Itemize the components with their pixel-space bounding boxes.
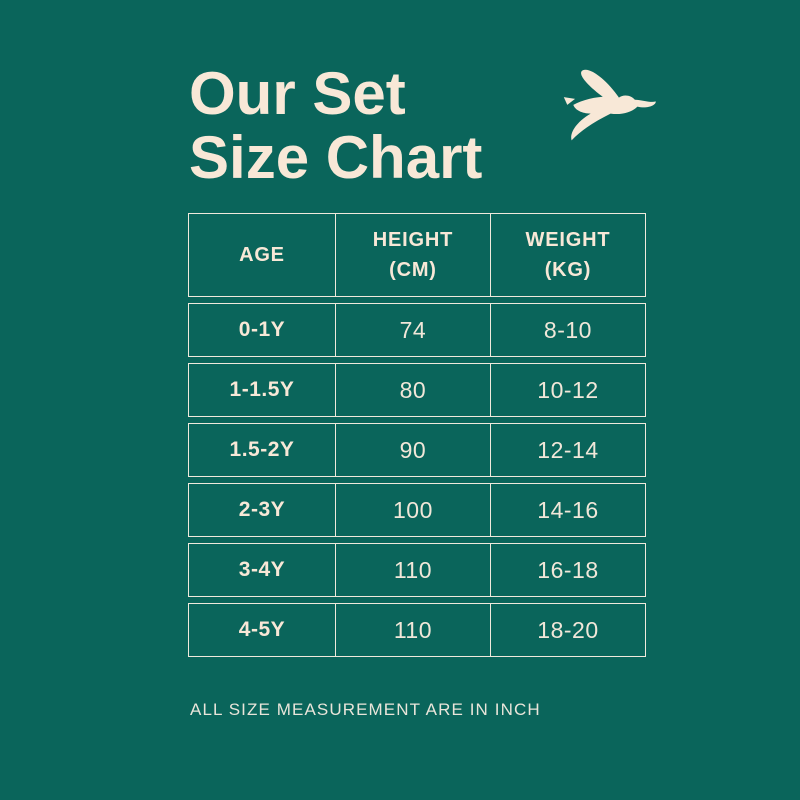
weight-cell: 10-12 bbox=[489, 364, 645, 416]
size-table: AGE HEIGHT (CM) WEIGHT (KG) 0-1Y 74 8-10… bbox=[188, 213, 646, 657]
header-sublabel: (KG) bbox=[544, 259, 592, 281]
weight-cell: 18-20 bbox=[489, 604, 645, 656]
header-cell-weight: WEIGHT (KG) bbox=[489, 214, 645, 296]
age-cell: 0-1Y bbox=[238, 318, 286, 341]
height-cell: 110 bbox=[334, 544, 490, 596]
table-row: 2-3Y 100 14-16 bbox=[188, 483, 646, 537]
header-label: AGE bbox=[239, 244, 285, 266]
header-label: WEIGHT bbox=[525, 229, 611, 251]
weight-cell: 14-16 bbox=[489, 484, 645, 536]
header-cell-height: HEIGHT (CM) bbox=[334, 214, 490, 296]
age-cell: 1.5-2Y bbox=[229, 438, 295, 461]
measurement-note: ALL SIZE MEASUREMENT ARE IN INCH bbox=[190, 700, 541, 719]
table-row: 1-1.5Y 80 10-12 bbox=[188, 363, 646, 417]
leaping-rabbit-icon bbox=[556, 58, 660, 144]
page-title: Our Set Size Chart bbox=[189, 60, 483, 192]
age-cell: 1-1.5Y bbox=[229, 378, 295, 401]
title-line-1: Our Set bbox=[189, 60, 406, 127]
age-cell: 2-3Y bbox=[238, 498, 286, 521]
height-cell: 80 bbox=[334, 364, 490, 416]
weight-cell: 12-14 bbox=[489, 424, 645, 476]
table-header-row: AGE HEIGHT (CM) WEIGHT (KG) bbox=[188, 213, 646, 297]
header-cell-age: AGE bbox=[189, 214, 335, 296]
height-cell: 100 bbox=[334, 484, 490, 536]
header-sublabel: (CM) bbox=[389, 259, 437, 281]
height-cell: 74 bbox=[334, 304, 490, 356]
weight-cell: 8-10 bbox=[489, 304, 645, 356]
height-cell: 110 bbox=[334, 604, 490, 656]
age-cell: 3-4Y bbox=[238, 558, 286, 581]
header-label: HEIGHT bbox=[372, 229, 454, 251]
table-row: 4-5Y 110 18-20 bbox=[188, 603, 646, 657]
height-cell: 90 bbox=[334, 424, 490, 476]
table-row: 0-1Y 74 8-10 bbox=[188, 303, 646, 357]
table-row: 3-4Y 110 16-18 bbox=[188, 543, 646, 597]
age-cell: 4-5Y bbox=[238, 618, 286, 641]
weight-cell: 16-18 bbox=[489, 544, 645, 596]
title-line-2: Size Chart bbox=[189, 124, 483, 192]
table-row: 1.5-2Y 90 12-14 bbox=[188, 423, 646, 477]
